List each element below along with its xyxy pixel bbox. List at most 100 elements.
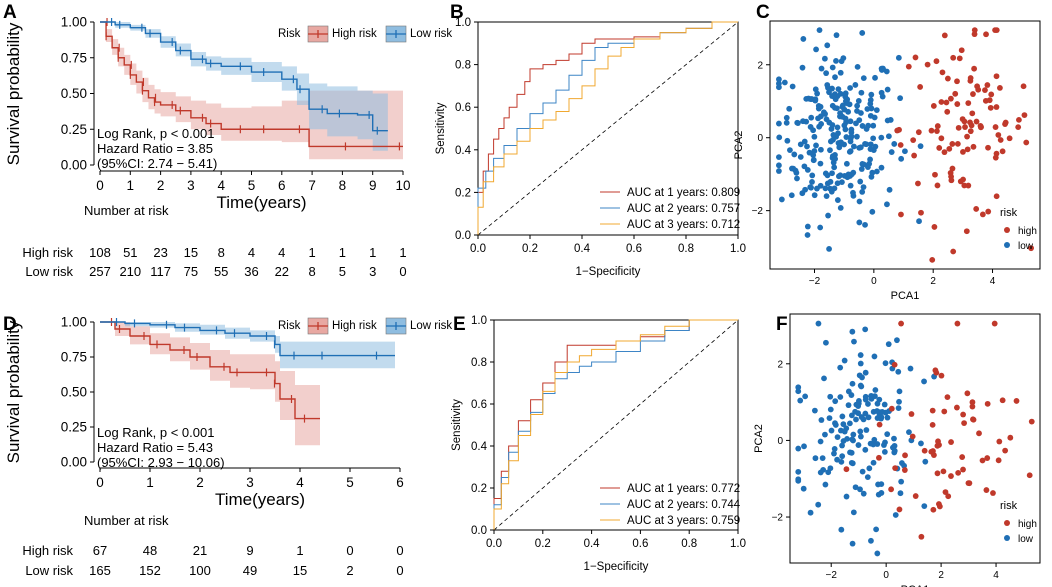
pca-point-low-F bbox=[795, 476, 802, 483]
y-axis-title-F: PCA2 bbox=[753, 424, 765, 453]
pca-point-low-F bbox=[795, 468, 802, 475]
pca-point-low-F bbox=[868, 395, 875, 402]
pca-point-high-C bbox=[950, 54, 957, 61]
pca-point-low-F bbox=[846, 420, 853, 427]
pca-point-low-C bbox=[808, 184, 814, 191]
pca-point-low-C bbox=[789, 83, 796, 90]
pca-point-low-F bbox=[857, 428, 864, 435]
pca-point-high-C bbox=[973, 206, 980, 212]
pca-point-high-C bbox=[946, 145, 953, 152]
pca-point-low-C bbox=[859, 161, 866, 167]
pca-point-low-F bbox=[851, 338, 857, 345]
pca-point-low-C bbox=[860, 184, 867, 190]
pca-point-low-F bbox=[885, 341, 892, 348]
risk-table-row-name-D: High risk bbox=[22, 543, 73, 558]
pca-point-low-C bbox=[878, 164, 885, 171]
pca-point-low-F bbox=[818, 417, 825, 423]
pca-point-low-F bbox=[839, 442, 845, 449]
pca-point-low-C bbox=[823, 193, 830, 200]
pca-point-high-C bbox=[950, 248, 957, 255]
pca-point-high-F bbox=[888, 486, 895, 493]
risk-table-cell-D: 1 bbox=[296, 543, 303, 558]
pca-point-low-C bbox=[895, 54, 902, 61]
pca-point-low-C bbox=[867, 146, 874, 153]
panel-label-F: F bbox=[776, 314, 788, 335]
risk-table-cell-A: 23 bbox=[153, 245, 167, 260]
pca-point-high-F bbox=[979, 457, 986, 464]
risk-table-cell-D: 100 bbox=[189, 563, 211, 578]
pca-point-high-F bbox=[876, 421, 883, 428]
pca-point-low-F bbox=[882, 360, 889, 367]
pca-point-low-C bbox=[821, 55, 828, 62]
y-tick-label-D: 0.00 bbox=[61, 455, 87, 470]
pca-point-low-F bbox=[795, 445, 802, 452]
pca-point-low-C bbox=[800, 118, 806, 125]
pca-point-high-F bbox=[930, 506, 937, 513]
risk-table-title-A: Number at risk bbox=[84, 203, 169, 218]
pca-point-low-C bbox=[813, 46, 819, 53]
x-tick-label-A: 5 bbox=[248, 178, 256, 193]
pca-point-low-C bbox=[800, 36, 807, 42]
risk-table-cell-A: 108 bbox=[89, 245, 111, 260]
pca-point-low-F bbox=[849, 328, 856, 335]
pca-point-high-F bbox=[961, 420, 967, 426]
legend-key-mark-D bbox=[386, 322, 406, 330]
pca-point-high-C bbox=[930, 103, 937, 109]
pca-point-low-C bbox=[845, 108, 852, 115]
pca-point-low-C bbox=[852, 82, 859, 88]
pca-point-low-F bbox=[907, 365, 914, 372]
pca-point-high-C bbox=[929, 256, 936, 263]
pca-point-low-C bbox=[776, 168, 782, 174]
pca-point-low-F bbox=[899, 460, 905, 466]
pca-point-low-C bbox=[843, 160, 850, 167]
pca-point-low-C bbox=[888, 149, 895, 155]
pca-point-low-F bbox=[831, 445, 838, 452]
pca-point-low-F bbox=[896, 398, 902, 405]
risk-table-title-D: Number at risk bbox=[84, 513, 169, 528]
pca-point-low-C bbox=[829, 64, 836, 71]
stats-text-D: Hazard Ratio = 5.43 bbox=[97, 440, 213, 455]
pca-point-low-C bbox=[870, 135, 877, 142]
pca-point-high-C bbox=[952, 90, 959, 97]
pca-point-low-F bbox=[855, 442, 862, 448]
x-axis-title-D: Time(years) bbox=[215, 490, 305, 509]
pca-point-high-C bbox=[912, 54, 919, 61]
pca-point-low-C bbox=[776, 80, 782, 87]
pca-point-low-C bbox=[856, 219, 863, 226]
pca-point-high-C bbox=[905, 63, 912, 70]
risk-table-cell-A: 4 bbox=[248, 245, 255, 260]
legend-key-mark-A bbox=[308, 30, 328, 38]
stats-text-D: (95%CI: 2.93 − 10.06) bbox=[97, 455, 225, 470]
y-tick-label-A: 0.25 bbox=[61, 122, 87, 137]
pca-point-low-F bbox=[855, 410, 862, 417]
pca-point-high-C bbox=[982, 87, 988, 94]
pca-point-low-F bbox=[838, 526, 845, 533]
pca-point-high-C bbox=[954, 140, 961, 147]
pca-point-high-C bbox=[933, 58, 940, 65]
risk-table-cell-A: 1 bbox=[308, 245, 315, 260]
roc-curve-1y-B bbox=[477, 21, 738, 235]
risk-table-cell-D: 21 bbox=[193, 543, 207, 558]
pca-point-high-F bbox=[891, 361, 898, 368]
pca-point-low-C bbox=[868, 105, 875, 112]
pca-point-low-F bbox=[850, 509, 857, 516]
risk-table-cell-A: 36 bbox=[244, 264, 258, 279]
pca-point-low-C bbox=[811, 192, 818, 199]
pca-point-high-C bbox=[954, 78, 960, 85]
y-tick-label-E: 0.2 bbox=[471, 483, 487, 495]
pca-point-low-C bbox=[809, 172, 816, 179]
pca-point-high-C bbox=[983, 31, 989, 38]
pca-point-low-C bbox=[813, 142, 819, 149]
risk-table-cell-D: 49 bbox=[243, 563, 257, 578]
pca-point-high-C bbox=[949, 141, 956, 147]
pca-point-low-F bbox=[873, 526, 880, 533]
legend-label-F: low bbox=[1018, 534, 1034, 545]
pca-point-high-F bbox=[942, 489, 949, 495]
x-axis-title-C: PCA1 bbox=[891, 290, 920, 302]
pca-point-low-C bbox=[817, 160, 824, 167]
diagonal-reference-E bbox=[493, 319, 739, 531]
pca-point-high-F bbox=[976, 430, 982, 437]
pca-point-low-C bbox=[802, 186, 809, 193]
legend-label-F: high bbox=[1018, 519, 1037, 530]
